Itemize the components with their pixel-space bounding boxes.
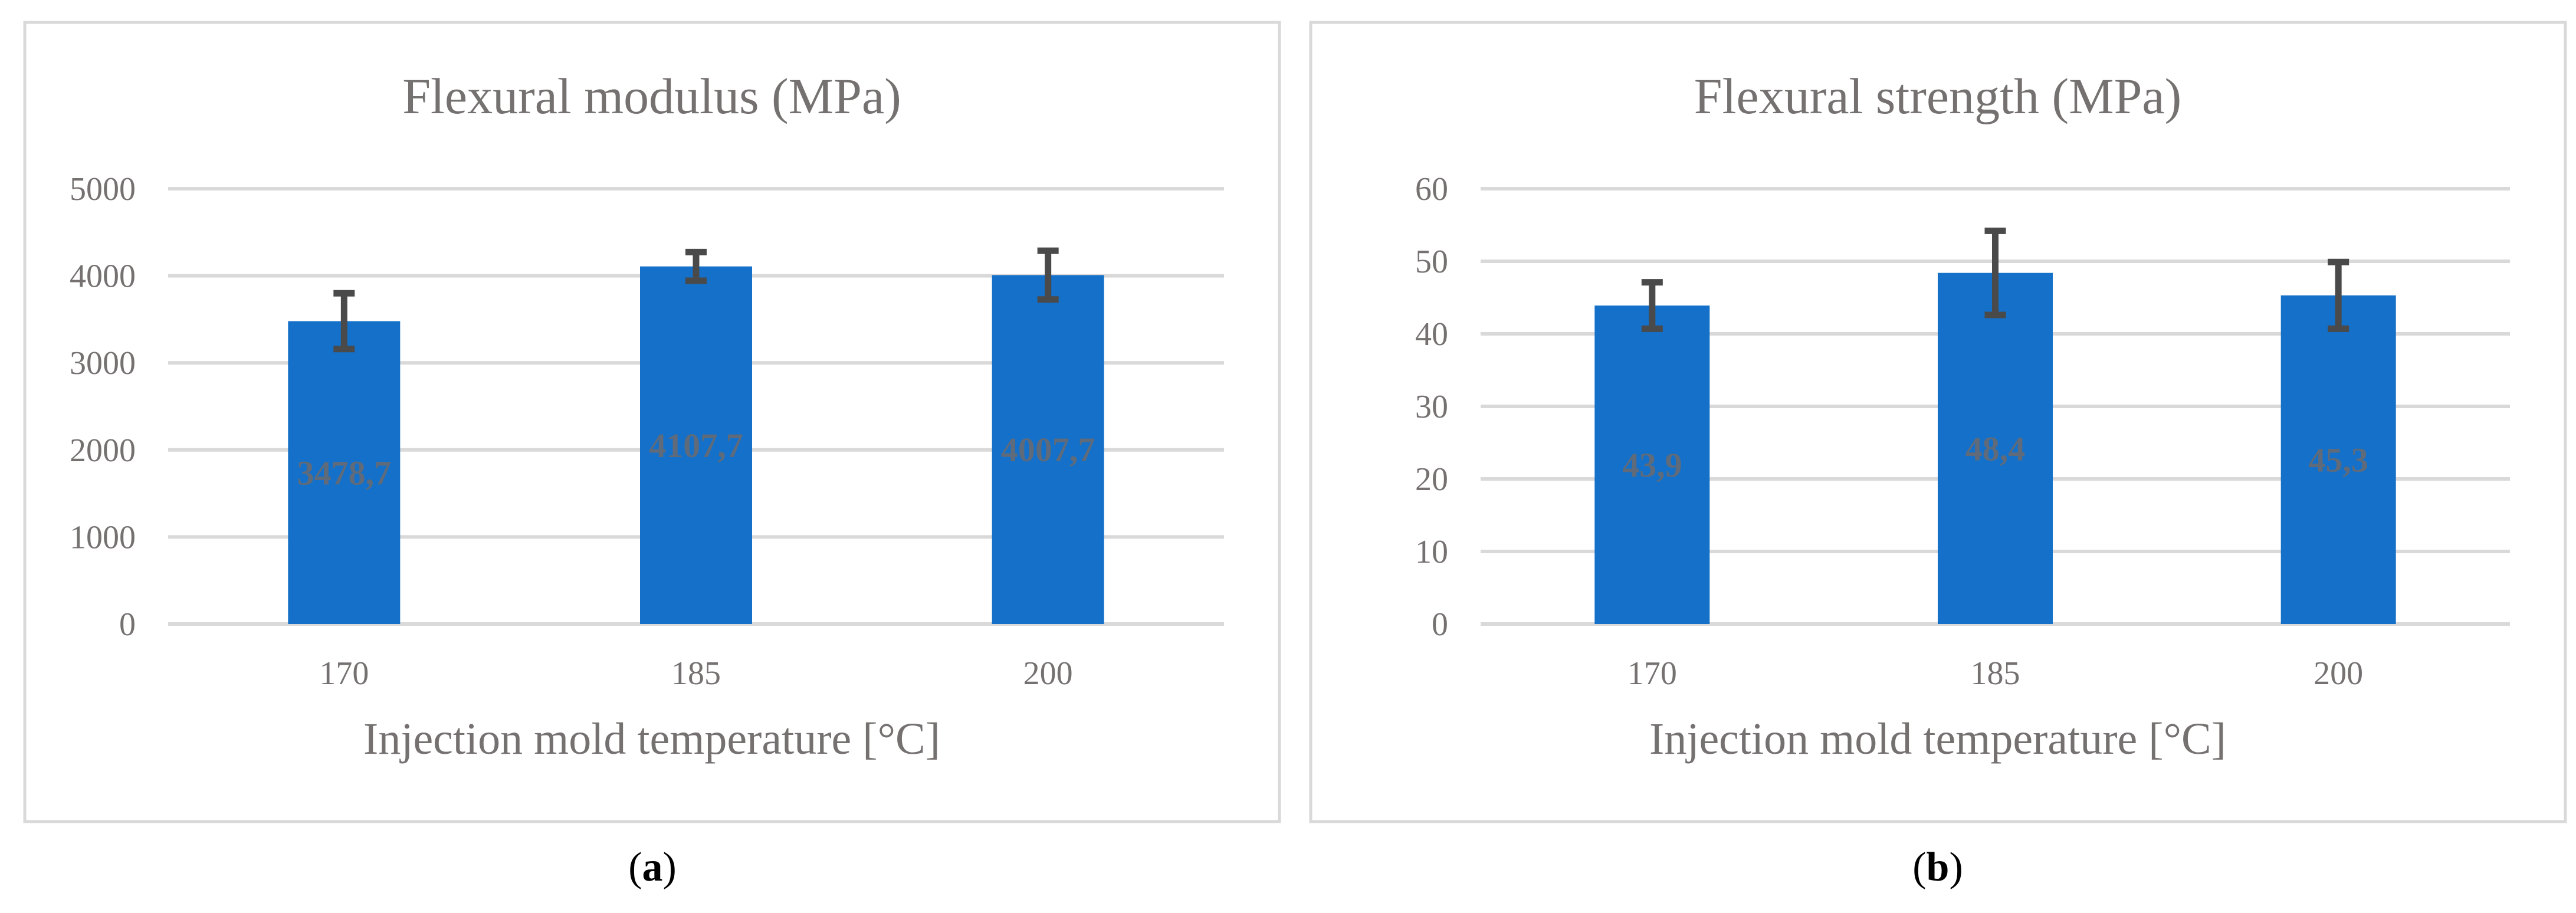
error-bar-a-200	[1037, 247, 1059, 303]
y-tick-b-40: 40	[1415, 316, 1448, 353]
x-axis-title-b: Injection mold temperature [°C]	[1649, 714, 2226, 764]
x-tick-a-170: 170	[319, 655, 369, 692]
x-tick-b-170: 170	[1627, 655, 1677, 692]
data-label-b-185: 48,4	[1965, 429, 2026, 468]
y-tick-labels-a: 0 1000 2000 3000 4000 5000	[70, 171, 136, 643]
y-tick-b-60: 60	[1415, 171, 1448, 208]
x-tick-b-200: 200	[2314, 655, 2363, 692]
bar-a-185	[640, 266, 752, 624]
y-tick-a-4000: 4000	[70, 258, 136, 295]
error-bar-a-185	[685, 248, 707, 284]
x-tick-labels-b: 170 185 200	[1627, 655, 2363, 692]
x-tick-a-200: 200	[1023, 655, 1073, 692]
data-labels-a: 3478,7 4107,7 4007,7	[297, 426, 1095, 492]
y-tick-b-30: 30	[1415, 389, 1448, 425]
bar-b-200	[2280, 295, 2396, 624]
error-bar-b-170	[1641, 279, 1663, 332]
bar-b-170	[1594, 306, 1710, 624]
x-axis-title-a: Injection mold temperature [°C]	[363, 714, 940, 764]
data-label-b-170: 43,9	[1622, 446, 1682, 484]
data-label-a-200: 4007,7	[1001, 431, 1095, 469]
error-bars-b	[1641, 227, 2349, 332]
chart-title-b: Flexural strength (MPa)	[1694, 68, 2181, 124]
subfigure-label-a: (a)	[628, 845, 677, 890]
y-tick-a-5000: 5000	[70, 171, 136, 208]
panel-a-flexural-modulus: Flexural modulus (MPa) 0 1000 2000 3000 4000…	[23, 21, 1281, 823]
y-tick-b-0: 0	[1432, 606, 1448, 643]
bars-a	[288, 266, 1104, 624]
error-bar-b-185	[1984, 227, 2006, 318]
error-bar-a-170	[333, 290, 355, 353]
bars-b	[1594, 272, 2396, 624]
error-bar-b-200	[2328, 258, 2349, 332]
x-tick-labels-a: 170 185 200	[319, 655, 1072, 692]
chart-title-a: Flexural modulus (MPa)	[402, 68, 901, 124]
y-tick-a-0: 0	[119, 606, 136, 643]
bar-a-170	[288, 321, 401, 624]
panel-b-flexural-strength: Flexural strength (MPa) 0 10 20 30 40 50 60 43…	[1309, 21, 2567, 823]
data-labels-b: 43,9 48,4 45,3	[1622, 429, 2368, 484]
data-label-a-185: 4107,7	[649, 426, 743, 465]
bar-b-185	[1938, 272, 2053, 624]
y-tick-labels-b: 0 10 20 30 40 50 60	[1415, 171, 1448, 643]
y-tick-b-20: 20	[1415, 461, 1448, 498]
x-tick-b-185: 185	[1971, 655, 2020, 692]
error-bars-a	[333, 247, 1059, 353]
subfigure-label-b: (b)	[1912, 845, 1963, 890]
y-tick-a-1000: 1000	[70, 519, 136, 556]
y-tick-a-3000: 3000	[70, 345, 136, 382]
y-tick-b-10: 10	[1415, 534, 1448, 570]
y-tick-b-50: 50	[1415, 244, 1448, 280]
bar-a-200	[992, 275, 1104, 624]
x-tick-a-185: 185	[671, 655, 721, 692]
data-label-b-200: 45,3	[2308, 441, 2368, 479]
y-tick-a-2000: 2000	[70, 432, 136, 469]
data-label-a-170: 3478,7	[297, 454, 392, 492]
